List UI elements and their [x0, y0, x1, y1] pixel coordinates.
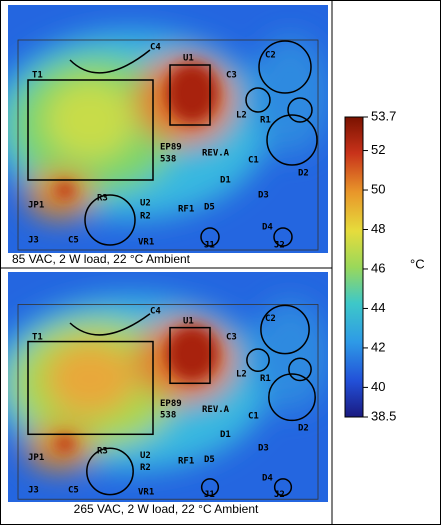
board-label: D2 [298, 169, 309, 179]
colorbar [344, 116, 364, 418]
board-label: R1 [260, 116, 271, 126]
heat-spot [166, 325, 218, 382]
board-label: C4 [150, 43, 161, 53]
tick-label: 38.5 [371, 408, 396, 423]
component [200, 478, 220, 497]
component [84, 194, 136, 246]
caption: 85 VAC, 2 W load, 22 °C Ambient [12, 252, 191, 266]
component [86, 447, 134, 496]
board-label: C2 [265, 51, 276, 61]
tick-label: 52 [371, 142, 385, 157]
board-label: T1 [32, 71, 43, 81]
board-label: U1 [183, 54, 194, 64]
board-label: REV.A [202, 405, 230, 415]
board-label: J1 [204, 241, 215, 251]
capacitor-arc [69, 313, 151, 336]
board-label: C1 [248, 156, 259, 166]
board-label: REV.A [202, 149, 230, 159]
board-label: J2 [274, 241, 285, 251]
board-label: L2 [236, 370, 247, 380]
tick-label: 40 [371, 379, 385, 394]
board-label: D3 [258, 444, 269, 454]
heat-spot [45, 80, 135, 160]
board-label: D1 [220, 430, 231, 440]
board-label: J3 [28, 236, 39, 246]
thermal-image: T1 C4 U1 C2 C3 L2 R1 EP89 538 REV.A C1 D1 D2 D3 D4 D5 RF… [8, 5, 328, 253]
colorbar-unit: °C [410, 256, 425, 271]
tick-label: 50 [371, 181, 385, 196]
board-label: R1 [260, 374, 271, 384]
board-label: T1 [32, 332, 43, 342]
caption: 265 VAC, 2 W load, 22 °C Ambient [74, 502, 259, 516]
transformer [27, 340, 154, 436]
component [246, 348, 270, 372]
board-label: C4 [150, 306, 161, 316]
board-label: C5 [68, 485, 79, 495]
board-label: D3 [258, 191, 269, 201]
board-label: J3 [28, 485, 39, 495]
board-label: D1 [220, 176, 231, 186]
component [200, 227, 220, 247]
tick-label: 46 [371, 260, 385, 275]
tick-label: 42 [371, 339, 385, 354]
board-label: U2 [140, 451, 151, 461]
board-label: D5 [204, 203, 215, 213]
component [287, 97, 313, 123]
component [288, 357, 312, 382]
board-label: J1 [204, 490, 215, 500]
heat-spot [250, 35, 328, 155]
board-label: JP1 [28, 453, 44, 463]
board-label: L2 [236, 111, 247, 121]
board-edge [17, 304, 319, 500]
board-label: R2 [140, 212, 151, 222]
heat-core [55, 63, 218, 198]
heat-core [55, 325, 218, 452]
board-label: R2 [140, 463, 151, 473]
board-label: U1 [183, 317, 194, 327]
board-label: JP1 [28, 201, 44, 211]
component [260, 304, 310, 355]
board-label: RF1 [178, 205, 194, 215]
board-label: R3 [97, 446, 108, 456]
board-label: D4 [262, 223, 273, 233]
component [258, 40, 312, 94]
board-label: C3 [226, 71, 237, 81]
capacitor-arc [69, 49, 151, 74]
board-label: 538 [160, 155, 176, 165]
board-label: U2 [140, 199, 151, 209]
board-label: VR1 [138, 487, 154, 497]
component [245, 87, 271, 113]
board-label: D2 [298, 423, 309, 433]
board-label: EP89 [160, 143, 182, 153]
component [273, 227, 293, 247]
heat-spot [55, 435, 75, 452]
board-label: D4 [262, 473, 273, 483]
transformer [27, 79, 154, 181]
board-label: VR1 [138, 238, 154, 248]
heat-spot [166, 63, 218, 123]
board-label: C5 [68, 236, 79, 246]
ic-outline [169, 326, 211, 385]
component [273, 478, 293, 497]
heat-spot [55, 182, 75, 198]
tick-label: 44 [371, 300, 385, 315]
board-edge [17, 39, 319, 251]
board-label: J2 [274, 490, 285, 500]
component [266, 114, 318, 166]
board-label: R3 [97, 194, 108, 204]
heat-spot [45, 341, 135, 416]
tick-label: 53.7 [371, 108, 396, 123]
board-label: 538 [160, 410, 176, 420]
board-label: C1 [248, 411, 259, 421]
board-label: C2 [265, 314, 276, 324]
component [268, 373, 316, 422]
board-label: C3 [226, 332, 237, 342]
board-label: EP89 [160, 399, 182, 409]
board-label: RF1 [178, 457, 194, 467]
ic-outline [169, 64, 211, 126]
board-label: D5 [204, 455, 215, 465]
tick-label: 48 [371, 221, 385, 236]
